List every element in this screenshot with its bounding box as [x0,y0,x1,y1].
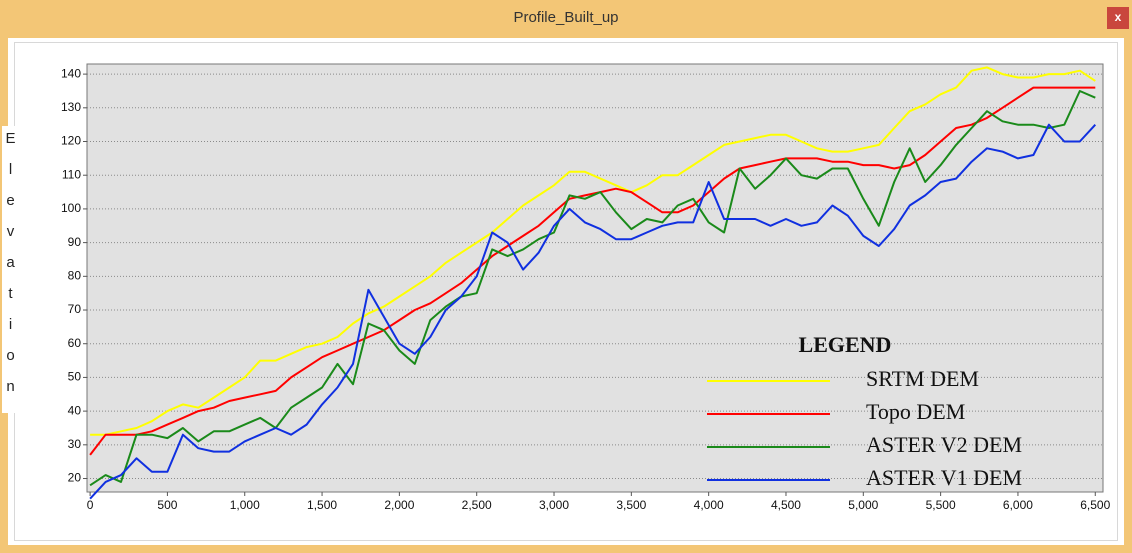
title-bar: Profile_Built_up x [0,0,1132,38]
y-tick-label: 130 [61,100,81,114]
y-tick-label: 140 [61,66,81,80]
x-tick-label: 3,000 [539,498,569,512]
x-tick-label: 500 [157,498,177,512]
x-tick-label: 6,000 [1003,498,1033,512]
y-tick-label: 80 [68,268,82,282]
series-line [89,86,1096,456]
x-tick-label: 2,500 [462,498,492,512]
series-line [90,66,1096,436]
x-tick-label: 4,500 [771,498,801,512]
x-tick-label: 2,000 [384,498,414,512]
plot-area [86,63,1104,493]
y-tick-label: 50 [68,370,82,384]
x-tick-label: 5,000 [848,498,878,512]
legend-label: SRTM DEM [866,366,979,391]
y-tick-label: 30 [68,437,82,451]
window-title: Profile_Built_up [513,9,619,26]
y-tick-label: 20 [68,471,82,485]
y-tick-label: 90 [68,235,82,249]
close-button[interactable]: x [1107,7,1129,29]
y-tick-label: 40 [68,403,82,417]
legend-label: ASTER V2 DEM [866,432,1022,457]
y-tick-label: 110 [62,167,81,181]
x-tick-label: 1,000 [230,498,260,512]
y-tick-label: 100 [61,201,81,215]
x-tick-label: 1,500 [307,498,337,512]
legend-label: Topo DEM [866,399,965,424]
x-tick-label: 0 [87,498,94,512]
y-tick-label: 70 [68,302,82,316]
legend-label: ASTER V1 DEM [866,465,1022,490]
series-line [89,123,1097,500]
x-tick-label: 6,500 [1080,498,1110,512]
legend-title: LEGEND [799,332,892,357]
x-tick-label: 4,000 [694,498,724,512]
x-tick-label: 3,500 [616,498,646,512]
y-tick-label: 120 [61,134,81,148]
series-line [89,90,1096,487]
y-axis-label: Elevation [2,126,19,413]
x-tick-label: 5,500 [926,498,956,512]
y-tick-label: 60 [68,336,82,350]
